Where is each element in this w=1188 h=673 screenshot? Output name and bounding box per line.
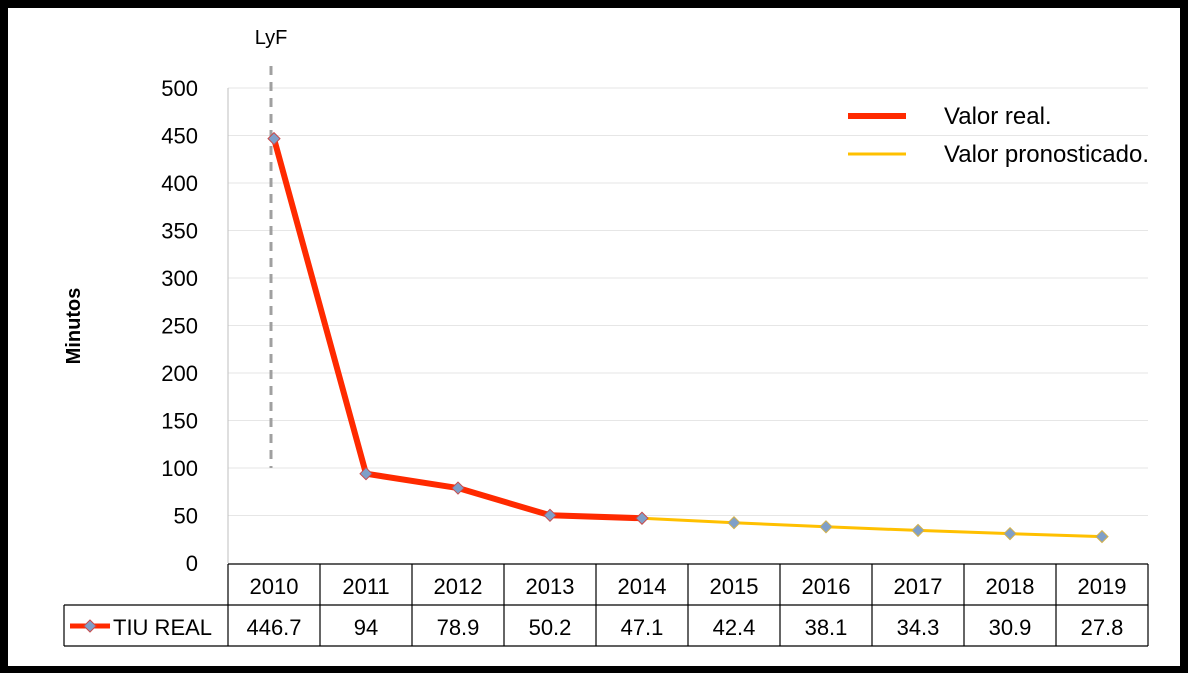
y-tick-label: 450 — [161, 124, 198, 149]
y-tick-label: 400 — [161, 171, 198, 196]
table-key-marker-icon — [83, 619, 97, 633]
y-tick-label: 200 — [161, 361, 198, 386]
x-category-label: 2015 — [710, 574, 759, 599]
annotation: LyF — [255, 27, 288, 468]
legend-label-real: Valor real. — [944, 103, 1052, 130]
table-value: 446.7 — [246, 615, 301, 640]
y-tick-label: 250 — [161, 314, 198, 339]
data-point — [635, 511, 649, 525]
data-point — [1095, 529, 1109, 544]
x-category-label: 2013 — [526, 574, 575, 599]
data-point — [911, 523, 925, 538]
data-point — [727, 516, 741, 530]
x-category-label: 2017 — [894, 574, 943, 599]
x-category-label: 2016 — [802, 574, 851, 599]
y-tick-label: 500 — [161, 76, 198, 101]
series-lines — [271, 137, 1103, 539]
data-table-categories: 2010 2011 2012 2013 2014 2015 2016 2017 2018 2019 — [250, 574, 1127, 599]
table-value: 38.1 — [805, 615, 848, 640]
data-table-legend-key: TIU REAL — [70, 615, 212, 640]
table-value: 94 — [354, 615, 378, 640]
table-value: 47.1 — [621, 615, 664, 640]
legend-label-forecast: Valor pronosticado. — [944, 141, 1149, 168]
x-category-label: 2010 — [250, 574, 299, 599]
table-value: 78.9 — [437, 615, 480, 640]
y-tick-label: 0 — [186, 551, 198, 576]
data-point — [359, 466, 373, 481]
table-value: 27.8 — [1081, 615, 1124, 640]
series-line-forecast — [641, 516, 1103, 539]
chart-frame: 0 50 100 150 200 250 300 350 400 450 500 LyF 2010 2… — [8, 8, 1180, 666]
data-point — [543, 508, 557, 523]
data-table: 2010 2011 2012 2013 2014 2015 2016 2017 2018 2019… — [63, 563, 1149, 647]
x-category-label: 2014 — [618, 574, 667, 599]
data-point — [267, 131, 281, 146]
data-point — [1003, 526, 1017, 541]
series-line-real — [271, 137, 643, 522]
table-value: 34.3 — [897, 615, 940, 640]
table-value: 42.4 — [713, 615, 756, 640]
legend: Valor real. Valor pronosticado. — [848, 103, 1149, 168]
data-table-values: 446.7 94 78.9 50.2 47.1 42.4 38.1 34.3 30.9 27.8 — [246, 615, 1123, 640]
data-point — [819, 520, 833, 534]
table-row-label: TIU REAL — [113, 615, 212, 640]
y-tick-label: 50 — [174, 504, 198, 529]
data-table-grid — [63, 563, 1149, 647]
y-tick-label: 350 — [161, 219, 198, 244]
x-category-label: 2019 — [1078, 574, 1127, 599]
y-tick-label: 100 — [161, 456, 198, 481]
y-axis-title: Minutos — [63, 288, 85, 365]
x-category-label: 2018 — [986, 574, 1035, 599]
data-markers — [267, 131, 1109, 544]
table-value: 50.2 — [529, 615, 572, 640]
lyf-label: LyF — [255, 27, 288, 49]
table-value: 30.9 — [989, 615, 1032, 640]
gridlines — [228, 87, 1148, 516]
x-category-label: 2012 — [434, 574, 483, 599]
x-category-label: 2011 — [342, 574, 389, 599]
y-tick-labels: 0 50 100 150 200 250 300 350 400 450 500 — [161, 76, 198, 576]
y-tick-label: 150 — [161, 409, 198, 434]
data-point — [451, 481, 465, 495]
y-tick-label: 300 — [161, 266, 198, 291]
